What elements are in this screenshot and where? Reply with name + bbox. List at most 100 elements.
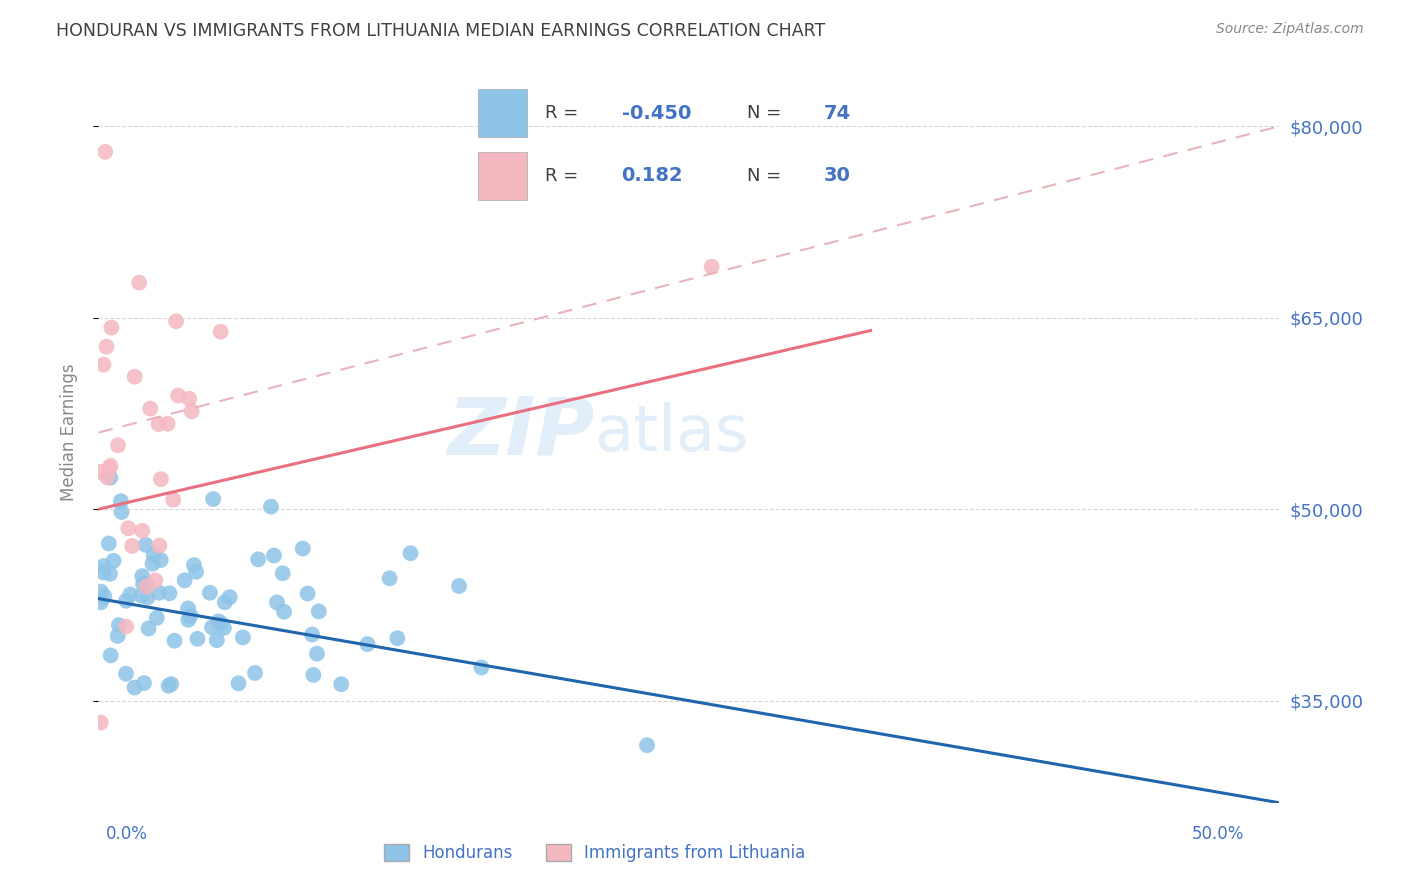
Point (98, 566, 121, 581)
Point (117, 521, 139, 535)
Point (90, 715, 112, 730)
Point (202, 491, 225, 506)
Point (149, 472, 172, 486)
Point (96, 340, 118, 354)
Point (165, 314, 187, 328)
Point (177, 601, 200, 615)
Point (301, 627, 323, 641)
Point (167, 388, 190, 402)
Point (149, 553, 172, 567)
Point (247, 552, 270, 566)
Point (305, 647, 328, 661)
Point (330, 677, 353, 691)
Point (135, 580, 157, 594)
Point (93, 559, 115, 574)
Point (378, 571, 401, 585)
Point (115, 666, 138, 681)
Text: HONDURAN VS IMMIGRANTS FROM LITHUANIA MEDIAN EARNINGS CORRELATION CHART: HONDURAN VS IMMIGRANTS FROM LITHUANIA ME… (56, 22, 825, 40)
Point (209, 325, 232, 339)
Text: atlas: atlas (595, 401, 749, 464)
Point (356, 637, 378, 651)
Point (162, 492, 184, 507)
Point (90, 584, 112, 599)
Point (173, 574, 195, 588)
Point (470, 660, 492, 674)
Point (107, 629, 129, 643)
Point (107, 438, 129, 452)
Text: 50.0%: 50.0% (1192, 825, 1244, 843)
Point (228, 676, 250, 690)
Point (148, 417, 170, 431)
Point (110, 505, 132, 519)
Point (212, 621, 235, 635)
Point (132, 676, 155, 690)
Point (100, 458, 122, 473)
Point (214, 595, 236, 609)
Point (121, 539, 143, 553)
Point (108, 618, 131, 632)
Point (184, 565, 207, 579)
Point (273, 605, 295, 619)
Point (232, 631, 254, 645)
Point (636, 738, 658, 752)
Point (156, 417, 179, 431)
Point (266, 595, 288, 609)
Point (209, 616, 232, 631)
Point (139, 401, 162, 416)
Point (207, 615, 229, 629)
Point (90, 595, 112, 609)
Point (180, 608, 202, 623)
Legend: Hondurans, Immigrants from Lithuania: Hondurans, Immigrants from Lithuania (377, 837, 811, 869)
Point (201, 620, 224, 634)
Text: ZIP: ZIP (447, 393, 595, 472)
Point (124, 369, 146, 384)
Point (131, 524, 153, 538)
Point (100, 648, 122, 663)
Point (90, 465, 112, 479)
Point (387, 632, 409, 646)
Point (135, 576, 157, 591)
Point (93, 566, 115, 580)
Point (160, 677, 183, 691)
Point (449, 579, 471, 593)
Point (198, 586, 221, 600)
Point (120, 587, 142, 601)
Point (157, 679, 180, 693)
Point (131, 589, 153, 603)
Point (180, 404, 202, 418)
Point (205, 633, 228, 648)
Point (115, 593, 138, 607)
Point (260, 500, 283, 514)
Point (141, 557, 163, 571)
Point (700, 260, 723, 274)
Point (302, 668, 325, 682)
Point (148, 585, 170, 599)
Point (96, 470, 118, 484)
Point (135, 538, 157, 552)
Point (146, 611, 169, 625)
Point (93, 358, 115, 372)
Point (148, 539, 170, 553)
Point (93, 590, 115, 604)
Text: Source: ZipAtlas.com: Source: ZipAtlas.com (1216, 22, 1364, 37)
Point (103, 554, 125, 568)
Point (177, 613, 200, 627)
Point (271, 566, 294, 581)
Point (186, 632, 208, 646)
Point (94, 145, 117, 159)
Point (136, 591, 159, 605)
Point (263, 549, 285, 563)
Point (183, 558, 205, 573)
Point (115, 619, 138, 633)
Point (100, 320, 122, 334)
Point (179, 392, 201, 406)
Point (399, 546, 422, 560)
Point (98, 471, 121, 485)
Point (97, 536, 120, 550)
Point (291, 541, 314, 556)
Y-axis label: Median Earnings: Median Earnings (59, 364, 77, 501)
Point (297, 586, 319, 600)
Point (98, 460, 121, 475)
Point (143, 574, 166, 588)
Point (124, 681, 146, 695)
